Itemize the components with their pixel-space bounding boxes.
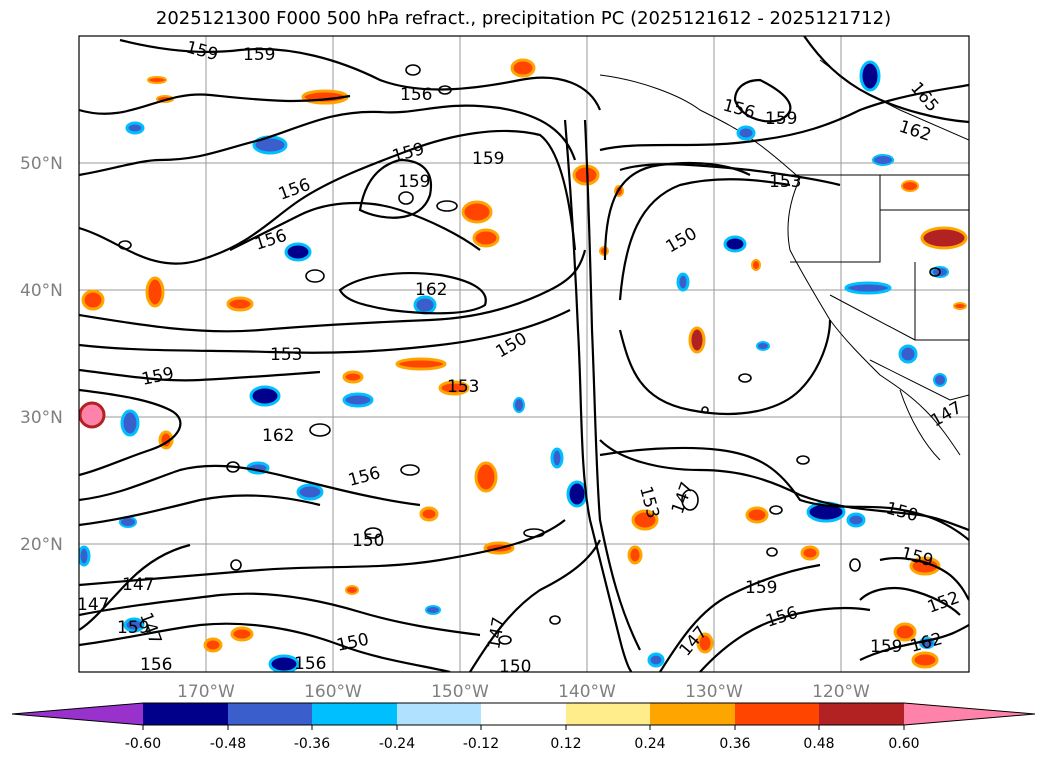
lon-label: 130°W <box>685 682 743 702</box>
colorbar-tick-label: 0.24 <box>634 736 665 752</box>
colorbar-tick-label: -0.48 <box>210 736 246 752</box>
lon-label: 170°W <box>177 682 235 702</box>
longitude-labels: 170°W 160°W 150°W 140°W 130°W 120°W <box>177 682 870 702</box>
precip-positive <box>79 58 968 669</box>
colorbar-max-extend <box>904 703 1035 725</box>
colorbar-tick-label: -0.24 <box>379 736 415 752</box>
map-title: 2025121300 F000 500 hPa refract., precip… <box>155 8 892 29</box>
colorbar-min-extend <box>12 703 143 725</box>
precip-negative <box>79 60 949 672</box>
lat-label: 40°N <box>20 281 63 301</box>
contour-label: 159 <box>870 637 902 657</box>
colorbar-segment <box>566 703 650 725</box>
colorbar-segment <box>228 703 312 725</box>
lat-label: 50°N <box>20 154 63 174</box>
contour-label: 159 <box>243 45 275 65</box>
colorbar-segment <box>735 703 819 725</box>
contour-label: 150 <box>499 657 531 677</box>
contour-label: 159 <box>117 618 149 638</box>
contour-label: 156 <box>400 85 432 105</box>
colorbar-tick-label: -0.36 <box>294 736 330 752</box>
state-border-2 <box>790 175 881 263</box>
lat-label: 30°N <box>20 408 63 428</box>
refractivity-contours <box>79 36 969 672</box>
colorbar-segment <box>312 703 397 725</box>
small-contours <box>118 64 941 645</box>
lon-label: 140°W <box>558 682 616 702</box>
lat-label: 20°N <box>20 535 63 555</box>
north-america-coast <box>599 74 961 456</box>
contour-label: 162 <box>262 426 294 446</box>
contour-label: 156 <box>294 654 326 674</box>
map-panel <box>79 36 969 672</box>
contour-label: 147 <box>77 595 109 615</box>
lon-label: 160°W <box>304 682 362 702</box>
colorbar-tick-label: 0.60 <box>888 736 919 752</box>
contour-label: 159 <box>745 578 777 598</box>
contour-label: 147 <box>122 575 154 595</box>
contour-label: 153 <box>270 345 302 365</box>
colorbar-tick-label: -0.60 <box>125 736 161 752</box>
colorbar-tick-label: 0.12 <box>550 736 581 752</box>
contour-label: 159 <box>398 172 430 192</box>
colorbar-segment <box>481 703 566 725</box>
contour-label: 159 <box>765 109 797 129</box>
contour-label: 156 <box>140 655 172 675</box>
latitude-labels: 50°N 40°N 30°N 20°N <box>20 154 63 555</box>
contour-label: 153 <box>769 172 801 192</box>
map-layers: 159 159 156 156 159 159 159 156 162 153 … <box>77 36 969 677</box>
us-mexico-border <box>869 359 969 401</box>
colorbar-segment <box>143 703 228 725</box>
lon-label: 150°W <box>431 682 489 702</box>
state-border-4 <box>829 294 916 341</box>
colorbar-segment <box>650 703 735 725</box>
colorbar-segment <box>397 703 481 725</box>
contour-label: 162 <box>415 280 447 300</box>
contour-label: 159 <box>472 149 504 169</box>
contour-label: 153 <box>447 377 479 397</box>
colorbar-segment <box>819 703 904 725</box>
contour-label: 150 <box>352 531 384 551</box>
map-frame <box>78 35 970 673</box>
lon-label: 120°W <box>812 682 870 702</box>
colorbar-tick-label: 0.36 <box>719 736 750 752</box>
baja-coast <box>899 389 941 461</box>
colorbar-tick-label: 0.48 <box>803 736 834 752</box>
colorbar-tick-label: -0.12 <box>463 736 499 752</box>
colorbar: -0.60 -0.48 -0.36 -0.24 -0.12 0.12 0.24 … <box>11 702 1036 752</box>
graticule <box>79 36 969 672</box>
